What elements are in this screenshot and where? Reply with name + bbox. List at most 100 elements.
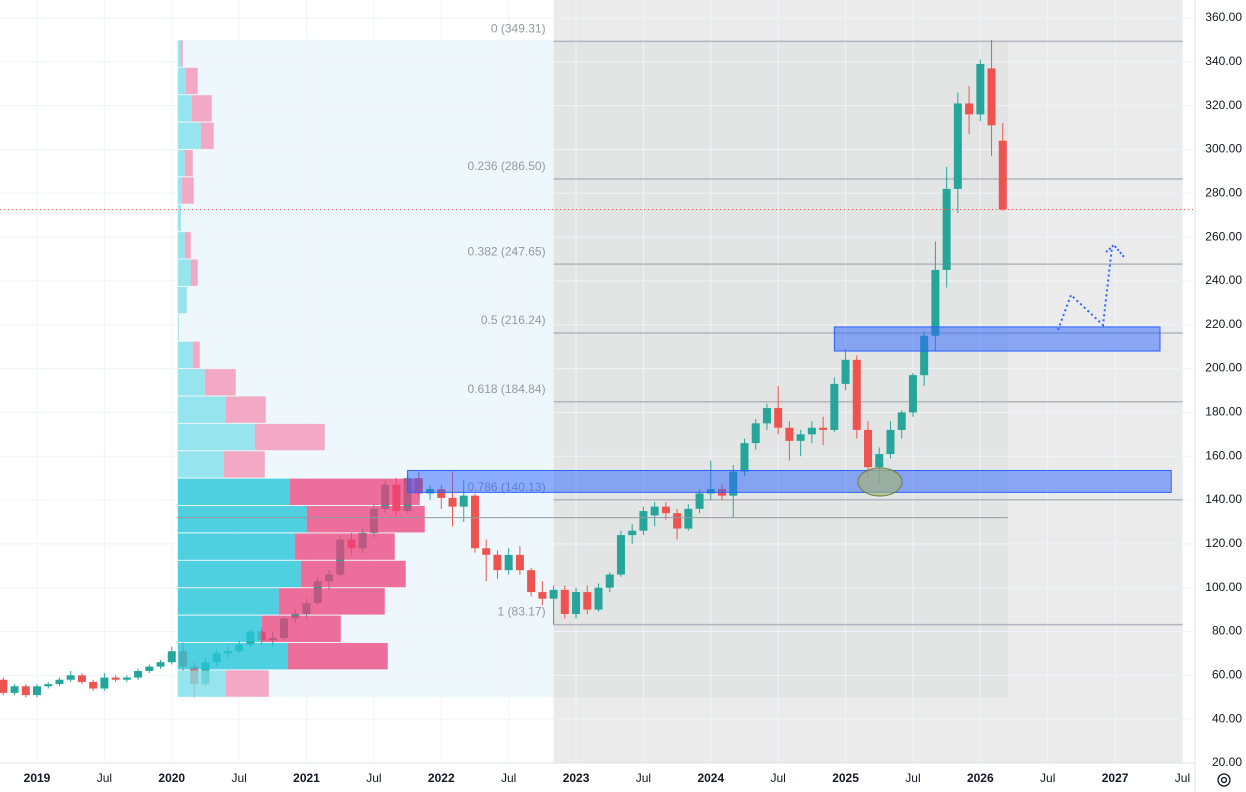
profile-up <box>177 615 262 642</box>
candle-body <box>167 651 176 663</box>
candle-body <box>594 587 603 610</box>
candle-body <box>134 670 143 678</box>
profile-down <box>204 369 236 396</box>
candle-body <box>44 684 53 687</box>
candle-body <box>616 535 625 575</box>
gear-inner[interactable] <box>1220 776 1228 784</box>
profile-up <box>177 232 185 259</box>
candle-body <box>448 497 457 507</box>
profile-up <box>177 478 290 506</box>
profile-up <box>177 341 193 369</box>
candle-body <box>740 443 749 472</box>
profile-up <box>177 560 301 588</box>
candle-body <box>33 686 41 696</box>
fib-label: 0.618 (184.84) <box>468 382 546 396</box>
candle-body <box>527 570 536 593</box>
y-tick-label: 360.00 <box>1205 10 1242 24</box>
candle-body <box>920 335 929 376</box>
profile-down <box>294 533 395 560</box>
profile-up <box>177 122 201 149</box>
zone <box>407 469 1172 493</box>
candle-body <box>639 511 648 531</box>
profile-down <box>287 642 388 670</box>
profile-up <box>177 588 279 615</box>
candle-body <box>10 686 19 693</box>
candle-body <box>0 679 8 693</box>
x-tick-label: Jul <box>905 771 920 785</box>
candle-body <box>751 423 760 444</box>
y-tick-label: 180.00 <box>1205 405 1242 419</box>
candle-body <box>965 103 974 115</box>
x-tick-label: Jul <box>1175 771 1190 785</box>
x-tick-label: Jul <box>1040 771 1055 785</box>
candle-body <box>583 592 592 610</box>
candle-body <box>493 554 502 571</box>
candle-body <box>538 592 547 599</box>
projection-arrow <box>1105 243 1125 258</box>
candle-body <box>100 677 109 689</box>
candle-body <box>504 554 513 571</box>
candle-body <box>437 489 446 498</box>
candle-body <box>661 506 670 514</box>
candle-body <box>77 675 86 682</box>
candle-body <box>998 140 1007 210</box>
profile-up <box>177 259 191 286</box>
candle-body <box>156 662 165 667</box>
y-tick-label: 200.00 <box>1205 361 1242 375</box>
profile-up <box>177 149 185 177</box>
candle-body <box>470 495 479 549</box>
x-tick-label: 2023 <box>563 771 590 785</box>
candle-body <box>66 675 75 680</box>
profile-down <box>223 451 265 478</box>
profile-up <box>177 286 187 314</box>
candle-body <box>864 429 873 468</box>
profile-down <box>190 259 198 286</box>
y-tick-label: 60.00 <box>1212 668 1242 682</box>
candle-body <box>459 495 468 507</box>
y-tick-label: 80.00 <box>1212 624 1242 638</box>
candle-body <box>111 677 120 680</box>
profile-down <box>191 95 212 122</box>
candle-body <box>875 454 884 468</box>
profile-down <box>180 40 183 67</box>
fib-label: 1 (83.17) <box>498 605 546 619</box>
x-tick-label: 2026 <box>967 771 994 785</box>
profile-down <box>192 341 200 369</box>
profile-up <box>177 204 181 232</box>
profile-up <box>177 533 295 560</box>
profile-up <box>177 670 226 697</box>
y-tick-label: 280.00 <box>1205 185 1242 199</box>
profile-up <box>177 314 179 341</box>
y-tick-label: 300.00 <box>1205 142 1242 156</box>
x-tick-label: Jul <box>771 771 786 785</box>
candle-body <box>605 574 614 588</box>
candle-body <box>987 68 996 126</box>
candle-body <box>796 434 805 441</box>
profile-down <box>225 396 266 423</box>
x-tick-label: Jul <box>501 771 516 785</box>
candle-body <box>908 375 917 413</box>
candle-body <box>673 513 682 529</box>
profile-up <box>177 177 182 204</box>
candle-body <box>897 412 906 430</box>
candle-body <box>515 554 524 571</box>
plot-area: 0 (349.31) 0.236 (286.50) 0.382 (247.65) 0.… <box>0 0 1195 763</box>
profile-down <box>306 506 425 533</box>
settings-icon[interactable] <box>1217 773 1231 787</box>
candle-body <box>830 383 839 430</box>
projection-path <box>1057 246 1113 331</box>
fib-label: 0 (349.31) <box>491 22 546 36</box>
candle-body <box>931 269 940 336</box>
candle-body <box>89 681 98 689</box>
gear-outer[interactable] <box>1217 773 1231 787</box>
candle-body <box>852 359 861 430</box>
profile-down <box>225 670 269 697</box>
fib-label: 0.382 (247.65) <box>468 244 546 258</box>
x-tick-label: Jul <box>636 771 651 785</box>
candle-body <box>942 188 951 270</box>
profile-up <box>177 396 226 423</box>
candle-body <box>55 679 64 685</box>
candle-body <box>122 677 131 680</box>
